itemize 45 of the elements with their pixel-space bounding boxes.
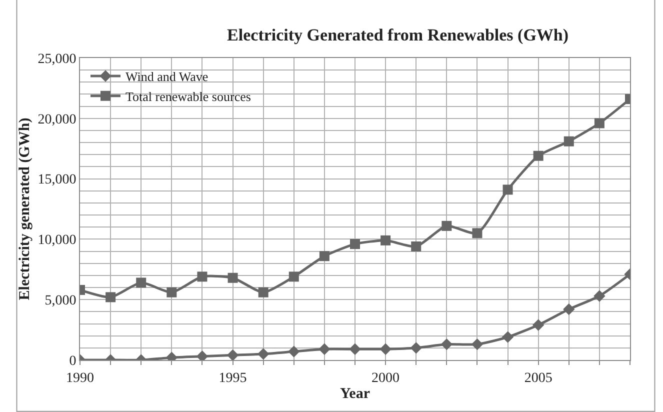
point: [257, 348, 270, 360]
point: [319, 251, 330, 262]
point: [228, 272, 238, 283]
point: [440, 338, 453, 350]
x-tick-label: 1990: [66, 370, 94, 386]
point: [288, 346, 300, 358]
y-tick-label: 25,000: [38, 52, 76, 67]
y-tick-label: 10,000: [38, 233, 76, 248]
point: [136, 278, 146, 288]
x-tick-label: 2005: [524, 370, 552, 386]
point: [106, 292, 116, 302]
point: [288, 272, 299, 282]
point: [502, 331, 514, 343]
point: [472, 228, 482, 238]
legend-label: Total renewable sources: [126, 88, 251, 104]
y-axis-title: Electricity generated (GWh): [16, 118, 33, 300]
point: [350, 239, 360, 250]
chart-title: Electricity Generated from Renewables (GWh): [227, 26, 569, 45]
point: [226, 349, 239, 360]
x-tick-label: 1995: [218, 370, 247, 386]
point: [318, 343, 330, 355]
point: [532, 319, 544, 331]
y-tick-label: 20,000: [38, 112, 76, 128]
y-tick-label: 15,000: [38, 172, 76, 188]
point: [410, 342, 422, 354]
x-axis-title: Year: [340, 386, 370, 402]
point: [349, 343, 361, 355]
point: [564, 136, 574, 146]
point: [166, 287, 177, 298]
y-tick-label: 5,000: [44, 294, 76, 308]
y-tick-label: 0: [69, 354, 76, 369]
point: [380, 343, 392, 355]
legend-label: Wind and Wave: [126, 69, 208, 84]
point: [380, 235, 391, 246]
point: [471, 338, 484, 350]
point: [258, 287, 268, 298]
point: [594, 290, 606, 302]
point: [563, 303, 575, 316]
point: [502, 184, 513, 195]
x-tick-label: 2000: [372, 370, 400, 386]
point: [442, 220, 452, 231]
point: [411, 241, 422, 252]
point: [533, 150, 544, 161]
point: [197, 272, 208, 282]
point: [594, 118, 604, 128]
